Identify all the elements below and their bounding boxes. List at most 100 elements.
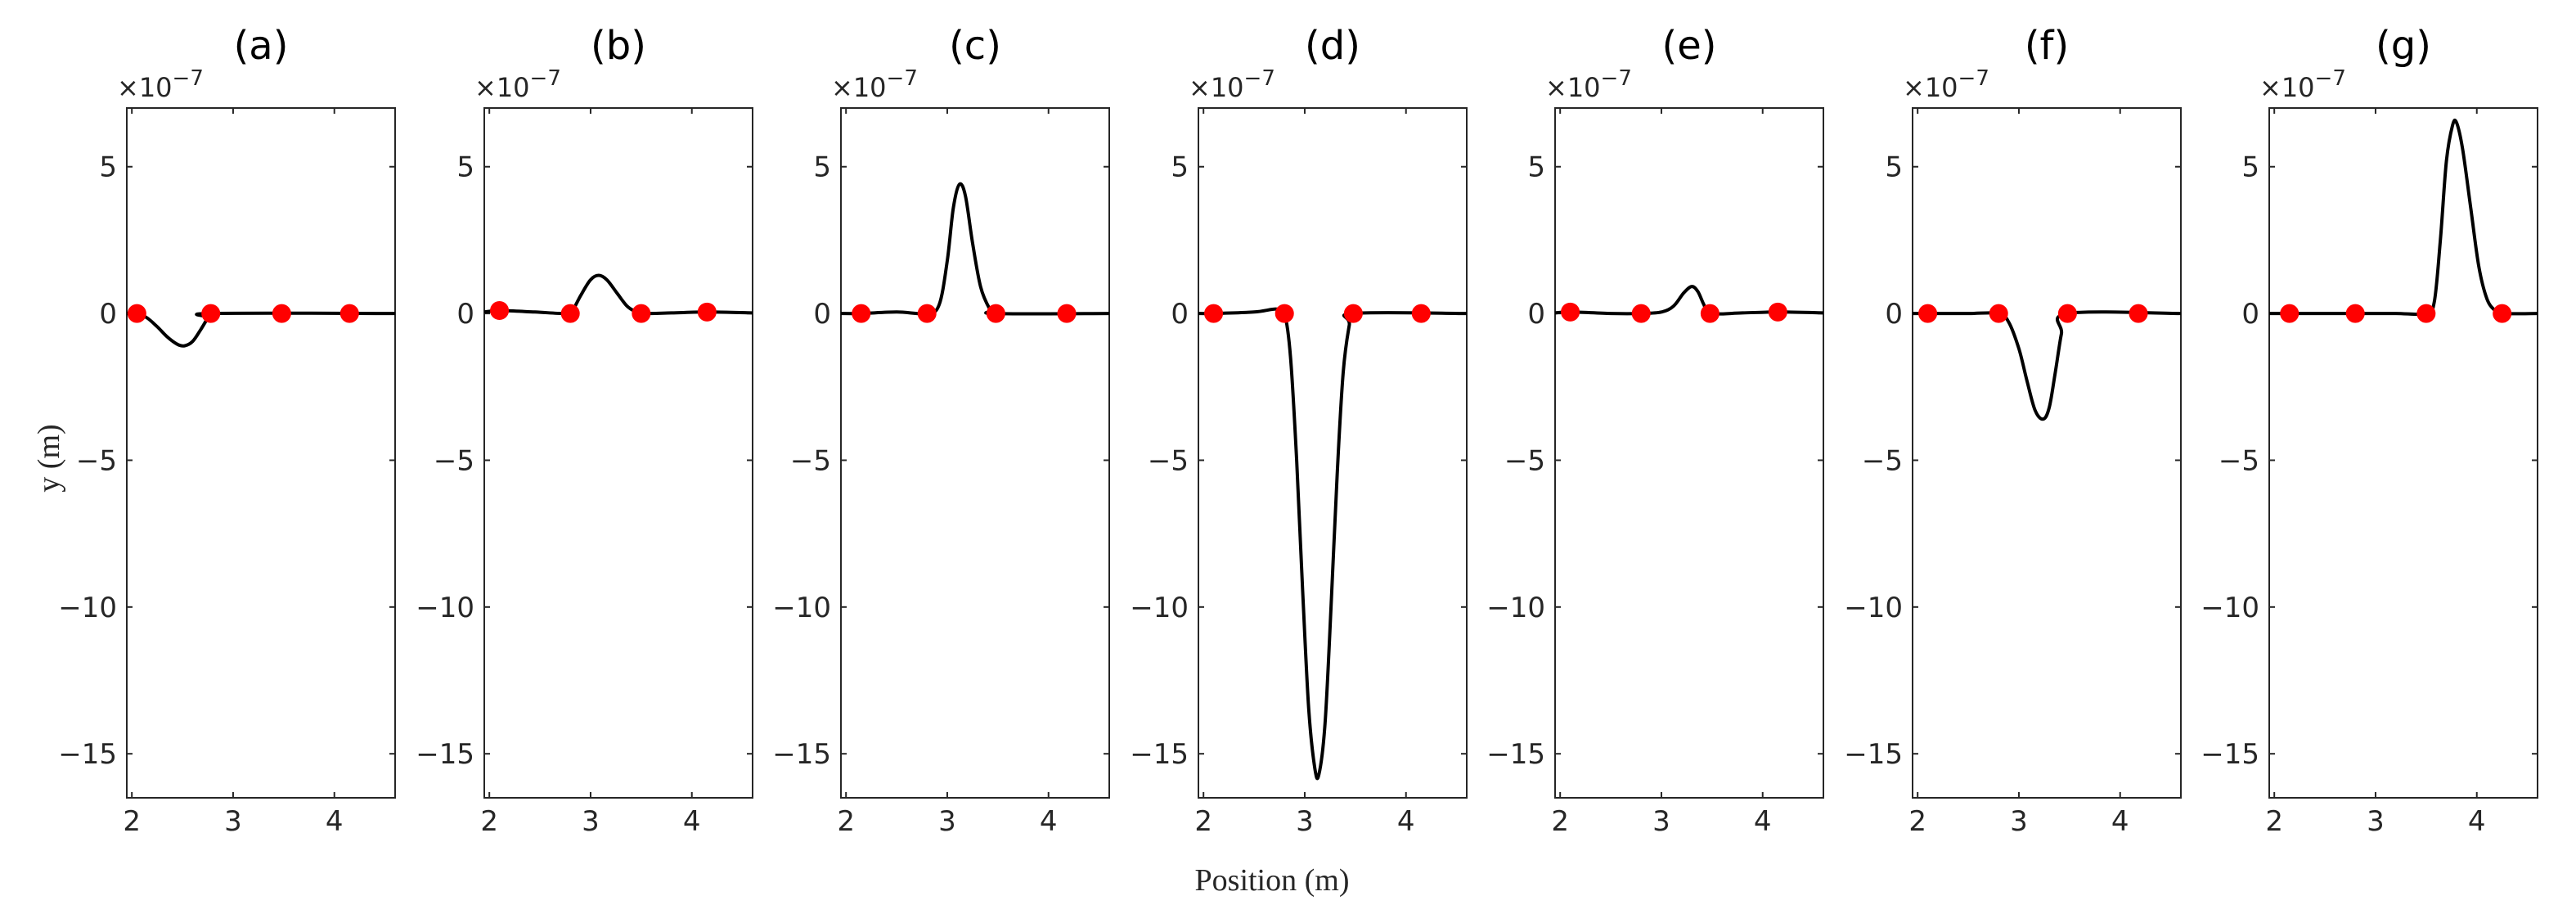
y-tick-label: −15 — [2201, 738, 2259, 771]
y-tick-label: 0 — [456, 298, 474, 331]
x-tick-label: 2 — [1194, 805, 1212, 838]
y-tick-label: −10 — [1130, 592, 1189, 624]
chart-panels: (a) ×10−7 5 0 −5 −10 −15 2 3 4 (b) ×10−7 5 0 −5 −10 −15 2… — [58, 23, 2538, 838]
panel-title: (e) — [1662, 23, 1717, 69]
node-marker — [127, 304, 146, 323]
panel-d: (d) ×10−7 5 0 −5 −10 −15 2 3 4 — [1130, 23, 1468, 838]
node-marker — [1411, 304, 1431, 323]
node-marker — [2416, 304, 2436, 323]
panel-a: (a) ×10−7 5 0 −5 −10 −15 2 3 4 — [58, 23, 396, 838]
y-scale-label: ×10−7 — [117, 66, 204, 103]
x-tick-label: 3 — [1652, 805, 1670, 838]
node-marker — [339, 304, 359, 323]
series-line — [1554, 285, 1824, 316]
x-tick-label: 3 — [2367, 805, 2385, 838]
y-scale-label: ×10−7 — [1903, 66, 1989, 103]
y-axis-label: y (m) — [32, 424, 66, 492]
x-tick-label: 4 — [2111, 805, 2129, 838]
axes-box — [1554, 107, 1824, 799]
x-tick-label: 2 — [2265, 805, 2283, 838]
y-tick-label: 0 — [1171, 298, 1189, 331]
x-tick-label: 4 — [1040, 805, 1058, 838]
axes-box — [840, 107, 1110, 799]
y-tick-label: −15 — [772, 738, 831, 771]
y-tick-label: 0 — [99, 298, 117, 331]
panel-e: (e) ×10−7 5 0 −5 −10 −15 2 3 4 — [1486, 23, 1824, 838]
panel-g: (g) ×10−7 5 0 −5 −10 −15 2 3 4 — [2201, 23, 2538, 838]
node-marker — [490, 301, 510, 321]
x-tick-label: 2 — [1908, 805, 1926, 838]
panel-title: (d) — [1305, 23, 1360, 69]
y-tick-label: 0 — [1527, 298, 1545, 331]
node-marker — [1989, 304, 2008, 323]
y-tick-label: −15 — [58, 738, 117, 771]
x-tick-label: 3 — [938, 805, 956, 838]
node-marker — [852, 304, 871, 323]
x-tick-label: 2 — [123, 805, 141, 838]
y-tick-label: 5 — [99, 151, 117, 184]
axes-box — [483, 107, 753, 799]
y-scale-exponent: −7 — [173, 66, 204, 91]
y-tick-label: −15 — [416, 738, 474, 771]
node-marker — [1918, 304, 1938, 323]
axes-box — [1198, 107, 1468, 799]
y-tick-label: −15 — [1130, 738, 1189, 771]
x-tick-label: 3 — [224, 805, 242, 838]
y-tick-label: 5 — [1527, 151, 1545, 184]
x-tick-label: 3 — [1296, 805, 1314, 838]
node-marker — [560, 304, 580, 323]
y-tick-label: 5 — [2241, 151, 2259, 184]
y-tick-label: −10 — [1844, 592, 1903, 624]
node-marker — [201, 304, 221, 323]
axes-box — [2268, 107, 2538, 799]
node-marker — [272, 304, 291, 323]
y-scale-label: ×10−7 — [831, 66, 918, 103]
node-marker — [1561, 302, 1580, 322]
x-tick-label: 2 — [480, 805, 498, 838]
y-tick-label: −5 — [1148, 444, 1189, 477]
y-scale-exponent: −7 — [1601, 66, 1632, 91]
y-tick-label: 0 — [2241, 298, 2259, 331]
y-tick-label: −10 — [2201, 592, 2259, 624]
y-tick-label: −10 — [58, 592, 117, 624]
panel-title: (g) — [2376, 23, 2431, 69]
x-axis-label: Position (m) — [1195, 863, 1350, 898]
panel-title: (f) — [2025, 23, 2069, 69]
y-scale-exponent: −7 — [530, 66, 561, 91]
y-scale-label: ×10−7 — [1545, 66, 1632, 103]
node-marker — [1057, 304, 1077, 323]
node-marker — [917, 304, 937, 323]
node-marker — [697, 302, 717, 322]
y-tick-label: 0 — [1885, 298, 1903, 331]
node-marker — [2057, 304, 2077, 323]
node-marker — [1631, 304, 1651, 323]
x-tick-label: 4 — [2468, 805, 2486, 838]
node-marker — [1275, 304, 1294, 323]
y-scale-label: ×10−7 — [1189, 66, 1275, 103]
y-scale-exponent: −7 — [2315, 66, 2346, 91]
y-tick-label: −10 — [1486, 592, 1545, 624]
panel-title: (b) — [591, 23, 646, 69]
node-marker — [2345, 304, 2365, 323]
x-tick-label: 3 — [582, 805, 600, 838]
node-marker — [2493, 304, 2512, 323]
panel-title: (a) — [234, 23, 289, 69]
y-tick-label: −15 — [1844, 738, 1903, 771]
axes-box — [126, 107, 396, 799]
y-tick-label: 5 — [1885, 151, 1903, 184]
y-tick-label: −5 — [790, 444, 831, 477]
x-tick-label: 4 — [326, 805, 344, 838]
y-tick-label: −5 — [76, 444, 117, 477]
axes-box — [1912, 107, 2182, 799]
y-scale-exponent: −7 — [1244, 66, 1275, 91]
y-tick-label: −15 — [1486, 738, 1545, 771]
node-marker — [1343, 304, 1363, 323]
x-tick-label: 4 — [1754, 805, 1772, 838]
x-tick-label: 4 — [683, 805, 701, 838]
y-tick-label: −5 — [1504, 444, 1545, 477]
y-tick-label: −10 — [416, 592, 474, 624]
node-marker — [1204, 304, 1224, 323]
node-marker — [2280, 304, 2300, 323]
x-tick-label: 4 — [1397, 805, 1415, 838]
